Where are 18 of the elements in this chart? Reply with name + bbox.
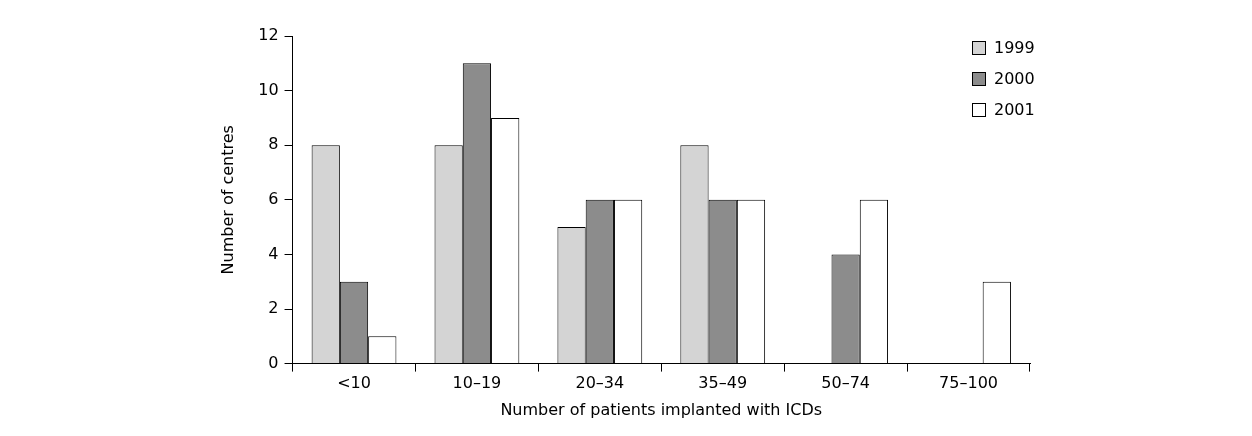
x-axis-title: Number of patients implanted with ICDs [500,399,823,419]
y-tick-label: 0 [268,352,279,372]
x-tick-label: 10–19 [452,373,502,393]
x-tick-label: 50–74 [821,373,870,393]
y-tick-label: 2 [268,298,279,318]
y-tick-label: 4 [268,243,279,263]
y-tick-label: 8 [268,134,279,154]
legend-label: 2000 [994,69,1035,89]
x-tick-label: 35–49 [698,373,748,393]
legend-label: 2001 [994,100,1035,120]
y-tick-label: 12 [258,25,279,45]
x-tick-label: 75–100 [939,373,998,393]
y-tick-label: 6 [268,188,279,208]
y-axis-title: Number of centres [217,125,237,275]
x-tick-label: 20–34 [575,373,625,393]
legend-label: 1999 [994,38,1035,58]
y-tick-label: 10 [258,79,279,99]
x-tick-label: <10 [337,373,371,393]
